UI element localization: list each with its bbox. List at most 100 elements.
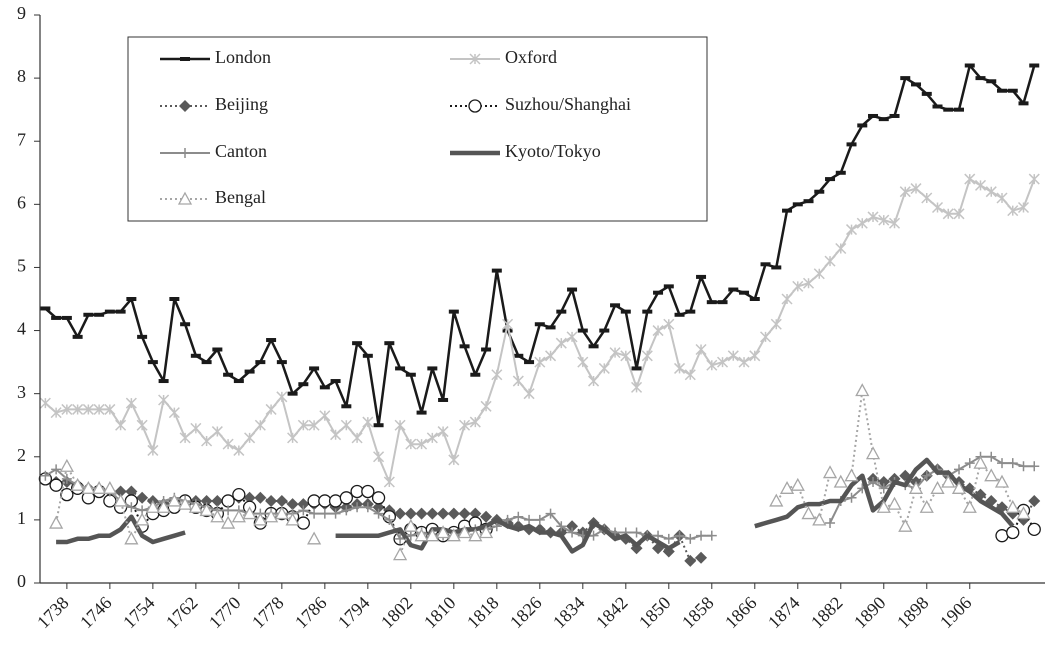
y-tick-label: 5 (17, 256, 26, 276)
marker (114, 485, 127, 498)
marker (663, 318, 675, 330)
marker (221, 515, 236, 529)
marker (265, 403, 277, 415)
marker (653, 530, 664, 541)
marker (254, 419, 266, 431)
marker (749, 350, 761, 362)
marker (373, 451, 385, 463)
marker (92, 480, 107, 494)
marker (524, 514, 535, 525)
marker (641, 350, 653, 362)
legend-label: Kyoto/Tokyo (505, 141, 601, 161)
marker (566, 520, 579, 533)
marker (167, 493, 182, 507)
x-tick-label: 1786 (291, 593, 331, 633)
marker (242, 506, 257, 520)
marker (468, 99, 482, 113)
marker (104, 403, 116, 415)
marker (663, 533, 674, 544)
marker (351, 432, 363, 444)
marker (179, 100, 191, 112)
marker (513, 511, 524, 522)
marker (361, 484, 375, 499)
marker (296, 516, 310, 530)
y-tick-label: 9 (17, 3, 26, 23)
marker (319, 410, 331, 422)
marker (254, 491, 267, 504)
marker (491, 369, 503, 381)
marker (865, 446, 881, 460)
series-line (44, 178, 1036, 483)
marker (469, 507, 482, 520)
marker (352, 502, 363, 513)
marker (459, 419, 471, 431)
marker (941, 474, 956, 488)
x-tick-label: 1906 (936, 593, 976, 633)
marker (40, 470, 51, 481)
x-tick-label: 1738 (33, 593, 73, 633)
marker (190, 422, 202, 434)
marker (232, 487, 246, 502)
marker (156, 499, 171, 513)
x-tick-label: 1754 (119, 593, 159, 633)
marker (792, 280, 804, 292)
marker (480, 510, 493, 523)
y-tick-label: 1 (17, 508, 26, 528)
marker (878, 214, 890, 226)
marker (113, 493, 128, 507)
marker (855, 383, 870, 397)
marker (287, 432, 299, 444)
y-tick-label: 0 (17, 571, 26, 591)
marker (1005, 499, 1020, 513)
marker (223, 505, 234, 516)
marker (437, 507, 450, 520)
marker (1018, 461, 1029, 472)
marker (898, 518, 913, 532)
marker (545, 350, 557, 362)
marker (403, 518, 418, 532)
marker (1027, 522, 1041, 537)
marker (457, 525, 472, 539)
marker (61, 473, 72, 484)
marker (856, 217, 868, 229)
marker (867, 211, 879, 223)
marker (426, 507, 439, 520)
marker (211, 494, 224, 507)
marker (994, 474, 1010, 488)
marker (802, 277, 815, 289)
x-tick-label: 1834 (549, 593, 589, 633)
marker (480, 400, 492, 412)
legend-label: Beijing (215, 94, 268, 114)
marker (362, 416, 374, 428)
marker (211, 426, 223, 438)
marker (620, 350, 632, 362)
marker (415, 507, 428, 520)
marker (964, 458, 975, 469)
marker (61, 403, 73, 415)
marker (244, 432, 256, 444)
marker (769, 493, 784, 507)
marker (125, 397, 137, 409)
marker (200, 494, 213, 507)
marker (178, 496, 193, 510)
marker (147, 444, 159, 456)
marker (833, 474, 848, 488)
marker (416, 438, 428, 450)
marker (70, 477, 85, 491)
marker (233, 444, 245, 456)
x-tick-label: 1890 (850, 593, 890, 633)
marker (577, 356, 589, 368)
marker (49, 478, 63, 492)
marker (362, 502, 373, 513)
marker (274, 506, 289, 520)
marker (82, 403, 94, 415)
marker (330, 429, 342, 441)
marker (996, 192, 1008, 204)
marker (868, 477, 879, 488)
marker (652, 325, 664, 337)
x-tick-label: 1842 (592, 593, 632, 633)
marker (696, 530, 707, 541)
marker (276, 391, 288, 403)
x-tick-label: 1850 (635, 593, 675, 633)
marker (478, 525, 494, 539)
